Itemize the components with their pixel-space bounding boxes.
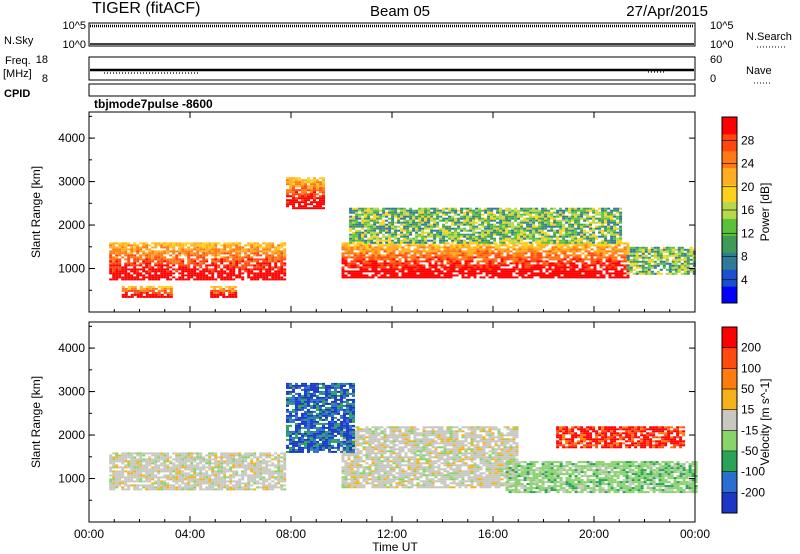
radar-title: TIGER (fitACF) <box>92 0 200 17</box>
power-heatmap <box>109 177 696 298</box>
colorbar-tick-label: -50 <box>741 444 759 458</box>
colorbar-tick-label: 24 <box>741 157 755 171</box>
colorbar-tick-label: 4 <box>741 273 748 287</box>
heatmap-region-3 <box>505 461 698 494</box>
noise-panel: N.Sky 10^5 10^0 10^5 10^0 N.Search <box>4 20 792 51</box>
cpid-panel: CPID tbjmode7pulse -8600 <box>4 83 696 111</box>
ytick-label: 3000 <box>58 175 85 189</box>
ytick-label: 1000 <box>58 472 85 486</box>
velocity-colorbar-label: Velocity [m s^-1] <box>758 379 772 466</box>
heatmap-region-1 <box>286 177 325 210</box>
nave-tick-bottom: 0 <box>710 73 716 85</box>
colorbar-swatch <box>722 150 737 169</box>
heatmap-region-4 <box>121 285 173 298</box>
colorbar-tick-label: 200 <box>741 341 761 355</box>
colorbar-tick-label: 28 <box>741 133 755 147</box>
colorbar-tick-label: 16 <box>741 203 755 217</box>
ytick-label: 3000 <box>58 385 85 399</box>
colorbar-swatch <box>722 184 737 202</box>
colorbar-tick-label: 8 <box>741 250 748 264</box>
cpid-label: CPID <box>4 88 30 100</box>
power-axes: 1000 2000 3000 4000 <box>58 112 696 312</box>
colorbar-swatch <box>722 252 737 270</box>
colorbar-tick-label: 50 <box>741 382 755 396</box>
power-ylabel: Slant Range [km] <box>29 166 43 258</box>
heatmap-region-1 <box>341 426 519 489</box>
colorbar-tick-label: 15 <box>741 403 755 417</box>
colorbar-swatch <box>722 430 737 452</box>
colorbar-swatch <box>722 451 737 473</box>
ytick-label: 2000 <box>58 218 85 232</box>
cpid-value: tbjmode7pulse -8600 <box>94 97 213 111</box>
freq-tick-bottom: 8 <box>42 73 48 85</box>
heatmap-region-6 <box>626 246 696 275</box>
power-panel: 1000 2000 3000 4000 Slant Range [km] <box>29 111 696 313</box>
xtick-label: 04:00 <box>175 527 205 541</box>
colorbar-tick-label: -15 <box>741 423 759 437</box>
colorbar-swatch <box>722 471 737 493</box>
power-colorbar-label: Power [dB] <box>758 183 772 242</box>
velocity-colorbar: 200 100 50 15 -15 -50 -100 -200 <box>721 326 765 514</box>
colorbar-tick-label: -200 <box>741 485 765 499</box>
noise-right-label: N.Search <box>746 31 792 43</box>
freq-label-1: Freq. <box>5 55 31 67</box>
beam-title: Beam 05 <box>370 3 430 20</box>
colorbar-tick-label: -100 <box>741 465 765 479</box>
heatmap-region-3 <box>349 207 623 244</box>
nave-tick-top: 60 <box>710 54 722 66</box>
xtick-label: 00:00 <box>74 527 104 541</box>
noise-left-tick-bottom: 10^0 <box>62 39 86 51</box>
time-xlabel: Time UT <box>372 540 418 554</box>
noise-right-tick-top: 10^5 <box>710 20 734 32</box>
velocity-panel: 1000 2000 3000 4000 00:00 04:00 08:00 12:00 16:0… <box>29 321 710 554</box>
freq-tick-top: 18 <box>36 54 48 66</box>
power-colorbar: 28 24 20 16 12 8 4 <box>721 116 755 304</box>
date-title: 27/Apr/2015 <box>626 3 708 20</box>
colorbar-swatch <box>722 368 737 390</box>
colorbar-tick-label: 12 <box>741 226 755 240</box>
colorbar-tick-label: 100 <box>741 361 761 375</box>
velocity-axes: 1000 2000 3000 4000 00:00 04:00 08:00 12:00 16:0… <box>58 322 710 541</box>
xtick-label: 12:00 <box>377 527 407 541</box>
heatmap-region-0 <box>109 452 287 491</box>
colorbar-swatch <box>722 327 737 349</box>
heatmap-region-5 <box>210 285 238 298</box>
noise-left-label: N.Sky <box>4 35 34 47</box>
xtick-label: 08:00 <box>276 527 306 541</box>
colorbar-swatch <box>722 492 737 514</box>
nave-label: Nave <box>746 65 772 77</box>
colorbar-swatch <box>722 269 737 287</box>
xtick-label: 00:00 <box>680 527 710 541</box>
heatmap-region-0 <box>109 242 287 281</box>
heatmap-region-2 <box>556 426 686 449</box>
colorbar-swatch <box>722 409 737 431</box>
colorbar-tick-label: 20 <box>741 180 755 194</box>
velocity-ylabel: Slant Range [km] <box>29 376 43 468</box>
colorbar-swatch <box>722 286 737 304</box>
noise-right-tick-bottom: 10^0 <box>710 39 734 51</box>
colorbar-swatch <box>722 133 737 152</box>
ytick-label: 1000 <box>58 262 85 276</box>
xtick-label: 16:00 <box>478 527 508 541</box>
xtick-label: 20:00 <box>579 527 609 541</box>
velocity-heatmap <box>109 382 698 494</box>
colorbar-swatch <box>722 167 737 186</box>
noise-left-tick-top: 10^5 <box>62 20 86 32</box>
colorbar-swatch <box>722 347 737 369</box>
colorbar-swatch <box>722 235 737 253</box>
ytick-label: 4000 <box>58 341 85 355</box>
colorbar-swatch <box>722 218 737 236</box>
freq-label-2: [MHz] <box>3 68 32 80</box>
ytick-label: 2000 <box>58 428 85 442</box>
freq-panel: Freq. [MHz] 18 8 60 0 Nave <box>3 54 772 85</box>
heatmap-region-4 <box>286 382 355 453</box>
colorbar-swatch <box>722 117 737 135</box>
colorbar-swatch <box>722 389 737 411</box>
ytick-label: 4000 <box>58 131 85 145</box>
